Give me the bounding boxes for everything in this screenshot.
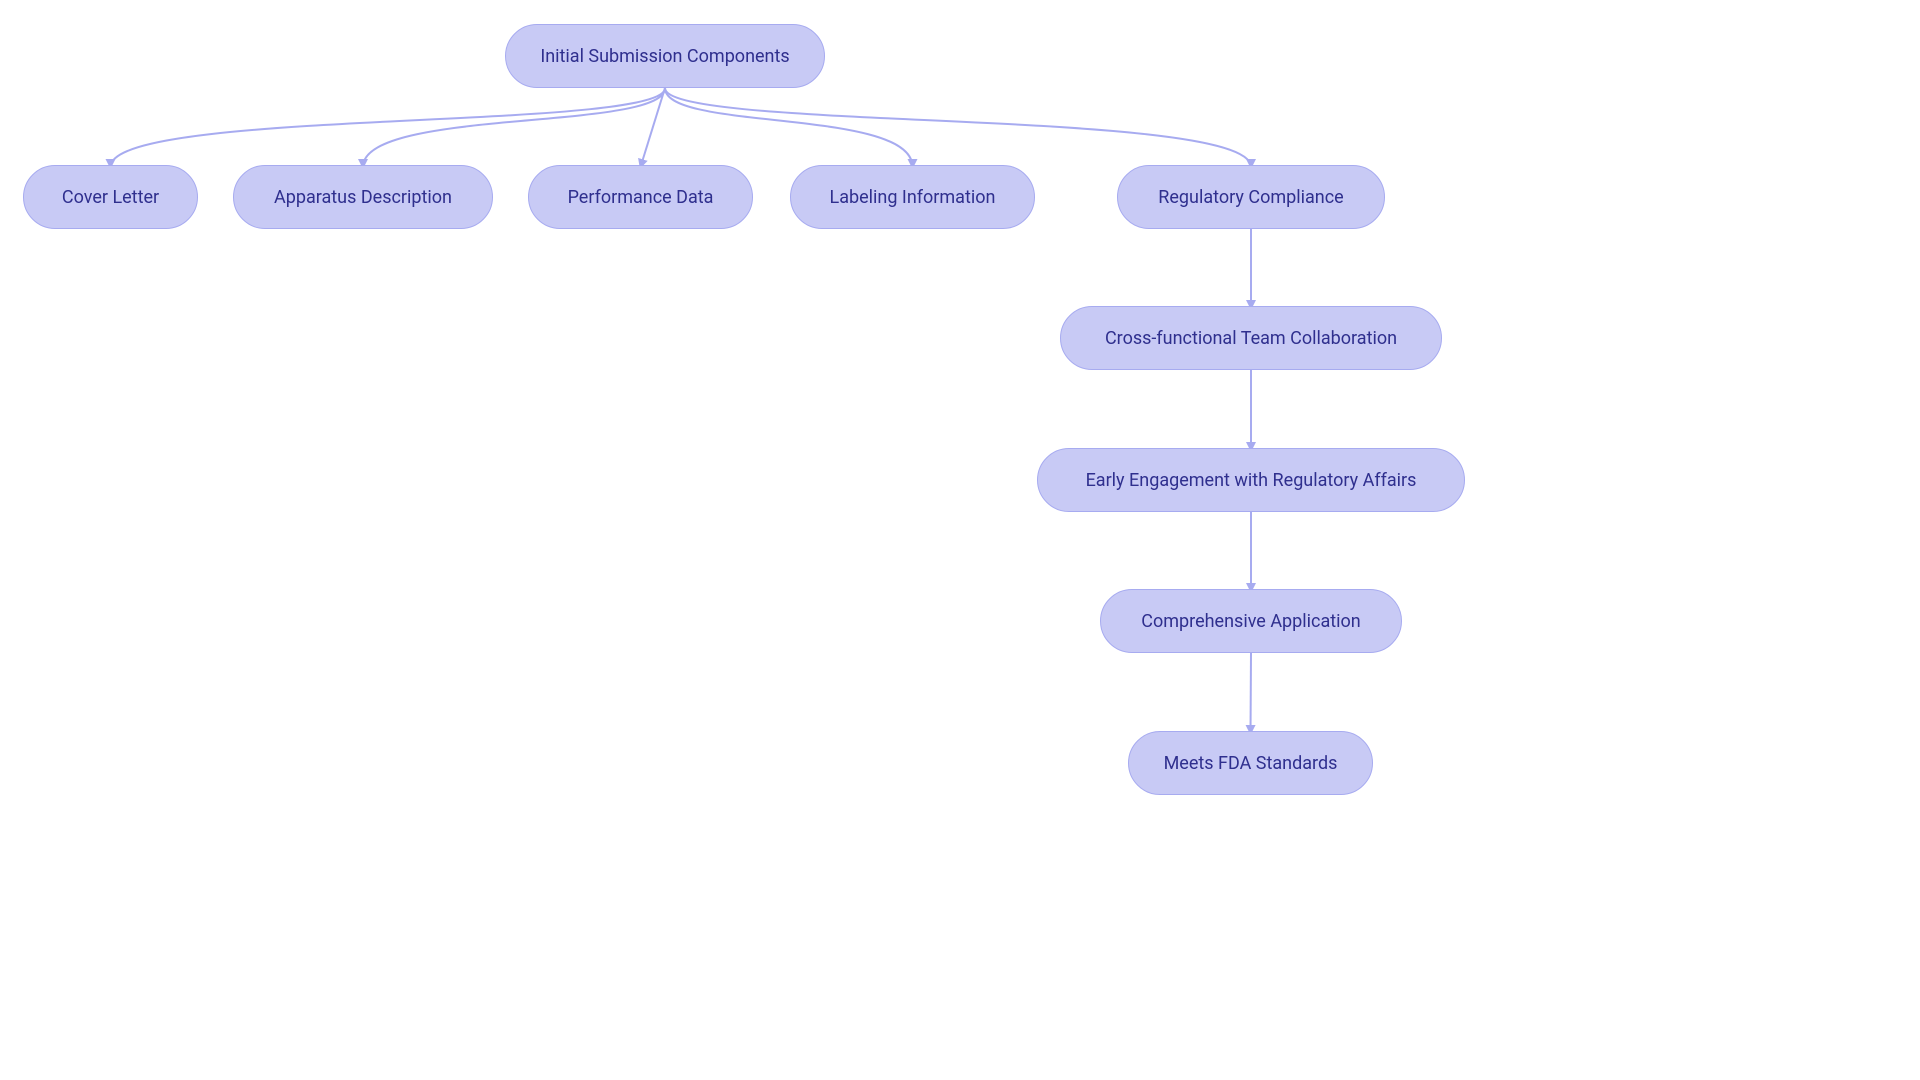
- node-label: Comprehensive Application: [1141, 611, 1360, 632]
- node-label: Initial Submission Components: [540, 46, 789, 67]
- node-cross: Cross-functional Team Collaboration: [1060, 306, 1442, 370]
- node-label: Early Engagement with Regulatory Affairs: [1086, 470, 1417, 491]
- node-label: Meets FDA Standards: [1164, 753, 1338, 774]
- edge-root-to-cover: [111, 88, 666, 167]
- edge-root-to-labeling: [665, 88, 913, 167]
- node-apparatus: Apparatus Description: [233, 165, 493, 229]
- node-performance: Performance Data: [528, 165, 753, 229]
- edge-root-to-regcomp: [665, 88, 1251, 167]
- node-meets: Meets FDA Standards: [1128, 731, 1373, 795]
- node-comprehensive: Comprehensive Application: [1100, 589, 1402, 653]
- node-root: Initial Submission Components: [505, 24, 825, 88]
- edge-root-to-performance: [641, 88, 666, 167]
- node-labeling: Labeling Information: [790, 165, 1035, 229]
- node-early: Early Engagement with Regulatory Affairs: [1037, 448, 1465, 512]
- edge-comprehensive-to-meets: [1251, 653, 1252, 733]
- node-label: Labeling Information: [830, 187, 996, 208]
- edge-root-to-apparatus: [363, 88, 665, 167]
- node-label: Regulatory Compliance: [1158, 187, 1343, 208]
- node-label: Performance Data: [568, 187, 714, 208]
- node-label: Cover Letter: [62, 187, 159, 208]
- edges-layer: [0, 0, 1920, 1080]
- node-regcomp: Regulatory Compliance: [1117, 165, 1385, 229]
- node-label: Cross-functional Team Collaboration: [1105, 328, 1397, 349]
- node-label: Apparatus Description: [274, 187, 452, 208]
- node-cover: Cover Letter: [23, 165, 198, 229]
- flowchart-canvas: Initial Submission Components Cover Lette…: [0, 0, 1920, 1080]
